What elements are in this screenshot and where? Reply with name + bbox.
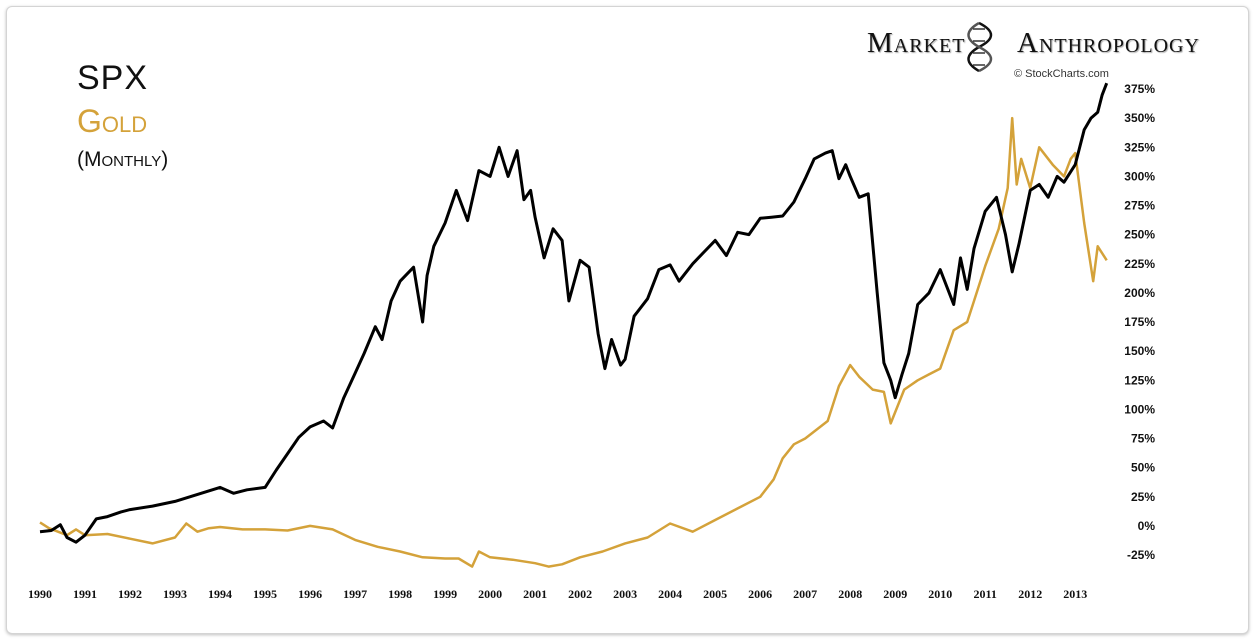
y-tick-label: 300% [1124, 169, 1155, 183]
x-tick-label: 2010 [928, 587, 952, 601]
x-tick-label: 1990 [28, 587, 52, 601]
series-group [39, 82, 1109, 568]
series-line-spx [39, 82, 1109, 544]
y-tick-label: 350% [1124, 111, 1155, 125]
stockcharts-credit: © StockCharts.com [1014, 68, 1109, 80]
brand-market: Market [867, 27, 966, 59]
y-tick-label: 125% [1124, 373, 1155, 387]
x-tick-label: 2008 [838, 587, 862, 601]
x-tick-label: 2003 [613, 587, 637, 601]
x-tick-label: 2002 [568, 587, 592, 601]
x-tick-label: 1991 [73, 587, 97, 601]
y-tick-label: 0% [1138, 519, 1156, 533]
dna-helix-icon [967, 21, 993, 73]
x-tick-label: 1992 [118, 587, 142, 601]
y-tick-label: 225% [1124, 257, 1155, 271]
x-tick-label: 2011 [974, 587, 997, 601]
x-tick-label: 2006 [748, 587, 772, 601]
x-tick-label: 1998 [388, 587, 412, 601]
y-tick-label: 75% [1131, 432, 1155, 446]
y-tick-label: 275% [1124, 199, 1155, 213]
y-tick-label: 150% [1124, 344, 1155, 358]
y-tick-label: 50% [1131, 461, 1155, 475]
y-tick-label: -25% [1127, 548, 1155, 562]
y-tick-label: 375% [1124, 82, 1155, 96]
x-tick-label: 2001 [523, 587, 547, 601]
x-tick-label: 2000 [478, 587, 502, 601]
legend-frequency: (Monthly) [77, 148, 169, 171]
x-tick-label: 1995 [253, 587, 277, 601]
y-tick-label: 200% [1124, 286, 1155, 300]
line-chart: -25% 0% 25% 50% 75% 100% 125% 150% 175% 200% 225% 2… [28, 21, 1155, 601]
chart-frame: -25% 0% 25% 50% 75% 100% 125% 150% 175% 200% 225% 2… [6, 6, 1249, 634]
brand-anthropology: Anthropology [1017, 27, 1200, 59]
x-tick-label: 2007 [793, 587, 817, 601]
x-tick-label: 1994 [208, 587, 232, 601]
x-tick-label: 2009 [883, 587, 907, 601]
x-tick-label: 2005 [703, 587, 727, 601]
x-tick-label: 2012 [1018, 587, 1042, 601]
y-tick-label: 250% [1124, 228, 1155, 242]
y-axis: -25% 0% 25% 50% 75% 100% 125% 150% 175% 200% 225% 2… [1124, 82, 1155, 562]
y-tick-label: 100% [1124, 402, 1155, 416]
x-axis: 1990 1991 1992 1993 1994 1995 1996 1997 1998 1999… [28, 587, 1087, 601]
x-tick-label: 2013 [1063, 587, 1087, 601]
series-line-gold [39, 116, 1108, 568]
x-tick-label: 1999 [433, 587, 457, 601]
x-tick-label: 1996 [298, 587, 322, 601]
legend-spx: SPX [77, 59, 149, 97]
legend-gold: Gold [77, 103, 148, 139]
x-tick-label: 1997 [343, 587, 367, 601]
x-tick-label: 2004 [658, 587, 682, 601]
x-tick-label: 1993 [163, 587, 187, 601]
y-tick-label: 325% [1124, 140, 1155, 154]
y-tick-label: 25% [1131, 490, 1155, 504]
y-tick-label: 175% [1124, 315, 1155, 329]
